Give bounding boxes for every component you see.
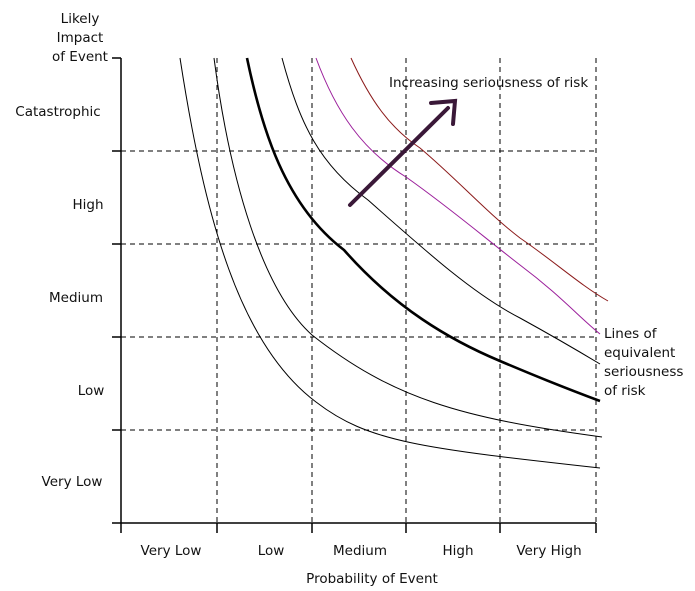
risk-curve-reference — [245, 57, 601, 403]
y-axis-title-line-2: Impact — [57, 30, 104, 46]
x-label-high: High — [442, 543, 473, 559]
y-axis-title-line-1: Likely — [61, 11, 100, 27]
y-axis-title-line-3: of Event — [52, 49, 108, 65]
risk-curve-lowest — [179, 57, 601, 469]
y-label-low: Low — [78, 383, 105, 399]
arrow-head-icon — [429, 98, 458, 126]
y-label-medium: Medium — [49, 290, 103, 306]
risk-curve-high — [281, 57, 601, 365]
increasing-risk-arrow — [348, 106, 450, 207]
risk-curve-higher — [315, 57, 601, 335]
risk-curve-highest — [350, 57, 609, 302]
risk-curve-low — [213, 57, 603, 438]
curves-label-line-3: seriousness — [604, 364, 683, 380]
y-label-catastrophic: Catastrophic — [15, 104, 100, 120]
y-label-very-low: Very Low — [42, 474, 103, 490]
y-label-high: High — [72, 197, 103, 213]
x-label-very-high: Very High — [516, 543, 581, 559]
x-label-low: Low — [258, 543, 285, 559]
curves-label-line-2: equivalent — [604, 345, 675, 361]
x-axis-title: Probability of Event — [306, 571, 438, 587]
curves-label-line-4: of risk — [604, 383, 646, 399]
curves-label-line-1: Lines of — [604, 326, 658, 342]
x-label-very-low: Very Low — [141, 543, 202, 559]
x-label-medium: Medium — [333, 543, 387, 559]
arrow-label: Increasing seriousness of risk — [389, 75, 588, 91]
